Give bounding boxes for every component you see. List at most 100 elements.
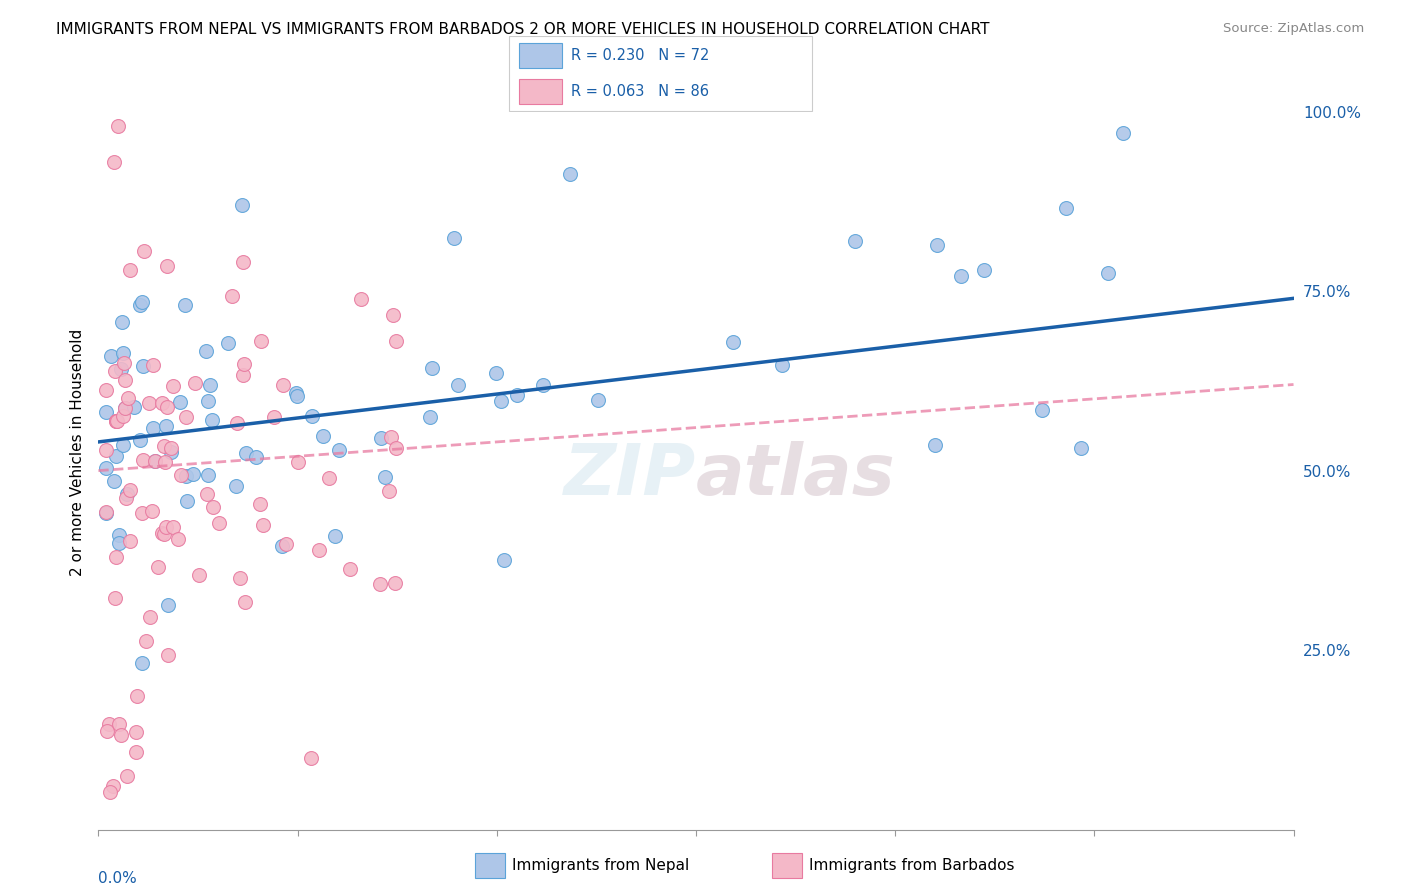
Point — [370, 431, 392, 445]
Point — [159, 441, 181, 455]
Point — [122, 400, 145, 414]
Y-axis label: 2 or more Vehicles in Household: 2 or more Vehicles in Household — [69, 329, 84, 576]
Point — [484, 366, 506, 380]
Point — [155, 419, 177, 434]
Text: Source: ZipAtlas.com: Source: ZipAtlas.com — [1223, 22, 1364, 36]
Point — [104, 549, 127, 564]
Point — [142, 421, 165, 435]
Point — [770, 358, 793, 372]
Point — [233, 357, 256, 371]
Point — [271, 378, 294, 392]
Text: R = 0.063   N = 86: R = 0.063 N = 86 — [571, 84, 709, 99]
Point — [1097, 266, 1119, 280]
Point — [232, 255, 254, 269]
Point — [125, 745, 148, 759]
Point — [202, 500, 225, 514]
Point — [844, 234, 866, 248]
Point — [188, 568, 211, 582]
Point — [146, 560, 169, 574]
Point — [380, 430, 402, 444]
Point — [350, 293, 373, 307]
Point — [232, 368, 254, 382]
Point — [195, 487, 218, 501]
Point — [200, 377, 222, 392]
Point — [125, 689, 148, 703]
Point — [252, 517, 274, 532]
Point — [111, 438, 134, 452]
Point — [156, 259, 179, 273]
Point — [118, 533, 141, 548]
FancyBboxPatch shape — [519, 78, 562, 104]
Point — [141, 504, 163, 518]
Point — [155, 454, 177, 468]
Point — [143, 454, 166, 468]
Point — [132, 359, 155, 373]
Text: ZIP: ZIP — [564, 441, 696, 510]
Point — [104, 591, 127, 605]
Text: Immigrants from Barbados: Immigrants from Barbados — [808, 858, 1014, 872]
Point — [284, 386, 307, 401]
Point — [301, 409, 323, 424]
Point — [114, 401, 136, 415]
Point — [131, 295, 153, 310]
Point — [231, 198, 253, 212]
Point — [217, 336, 239, 351]
Point — [973, 263, 995, 277]
Point — [245, 450, 267, 465]
Point — [221, 289, 243, 303]
Point — [447, 377, 470, 392]
Point — [287, 455, 309, 469]
Point — [114, 373, 136, 387]
Text: Immigrants from Nepal: Immigrants from Nepal — [512, 858, 689, 872]
Point — [197, 467, 219, 482]
Point — [506, 388, 529, 402]
Point — [112, 409, 135, 423]
Point — [174, 410, 197, 425]
Point — [588, 392, 610, 407]
Point — [418, 410, 440, 425]
Point — [235, 595, 257, 609]
Point — [200, 413, 222, 427]
Point — [197, 393, 219, 408]
Point — [1054, 201, 1077, 215]
Point — [249, 497, 271, 511]
Point — [134, 244, 156, 259]
Point — [531, 377, 554, 392]
Point — [155, 519, 177, 533]
Point — [120, 483, 142, 498]
Point — [949, 269, 972, 284]
Point — [103, 155, 125, 169]
Point — [170, 468, 193, 483]
Point — [132, 452, 155, 467]
Point — [1070, 441, 1092, 455]
Point — [103, 475, 125, 489]
Point — [120, 262, 142, 277]
Point — [156, 598, 179, 612]
Point — [107, 528, 129, 542]
Point — [184, 376, 207, 390]
Point — [1111, 126, 1133, 140]
Text: IMMIGRANTS FROM NEPAL VS IMMIGRANTS FROM BARBADOS 2 OR MORE VEHICLES IN HOUSEHOL: IMMIGRANTS FROM NEPAL VS IMMIGRANTS FROM… — [56, 22, 990, 37]
Point — [318, 470, 340, 484]
Point — [723, 334, 745, 349]
Point — [114, 401, 136, 415]
Point — [153, 439, 176, 453]
Point — [176, 494, 198, 508]
Point — [162, 520, 184, 534]
Point — [107, 717, 129, 731]
Point — [491, 394, 513, 409]
Point — [131, 506, 153, 520]
Point — [107, 119, 129, 133]
Point — [96, 443, 118, 458]
Point — [208, 516, 231, 530]
Point — [226, 416, 249, 430]
Point — [174, 469, 197, 483]
Point — [443, 231, 465, 245]
Point — [339, 562, 361, 576]
Point — [138, 396, 160, 410]
Point — [181, 467, 204, 481]
Point — [229, 571, 252, 585]
Point — [150, 525, 173, 540]
Point — [384, 576, 406, 591]
Point — [96, 723, 118, 738]
